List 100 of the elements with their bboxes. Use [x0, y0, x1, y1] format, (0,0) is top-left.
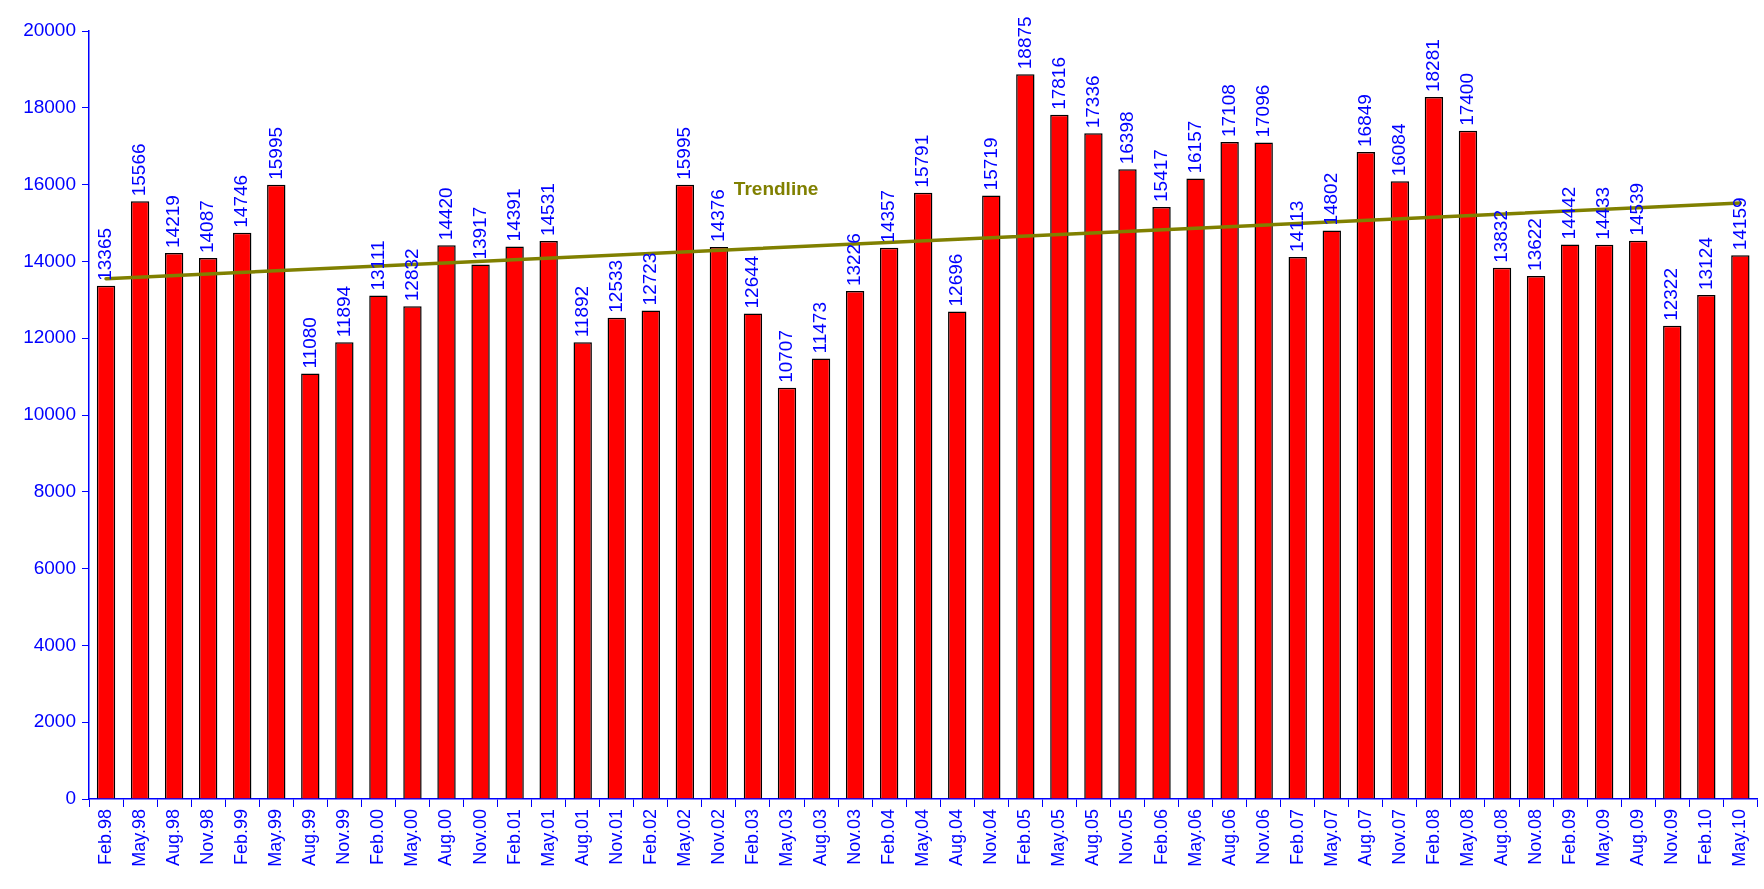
x-tick-label: Aug.08 [1490, 809, 1511, 867]
x-tick-label: Feb.99 [231, 809, 252, 866]
x-tick-label: Aug.00 [435, 809, 456, 867]
x-tick-label: Feb.03 [741, 809, 762, 866]
data-label: 15995 [673, 126, 695, 180]
x-tick-label: Feb.06 [1150, 809, 1171, 866]
data-label: 13226 [843, 233, 865, 287]
x-tick-label: Feb.01 [503, 809, 524, 866]
x-tick-label: Nov.09 [1661, 809, 1682, 865]
data-label: 14113 [1285, 200, 1307, 253]
data-label: 10707 [775, 330, 797, 383]
y-tick-label: 10000 [23, 403, 76, 425]
x-tick-label: May.08 [1456, 809, 1477, 867]
x-tick-label: Aug.06 [1218, 809, 1239, 867]
data-label: 12696 [945, 253, 967, 307]
x-tick-label: Nov.07 [1388, 809, 1409, 865]
data-label: 13832 [1490, 210, 1512, 263]
data-label: 14539 [1626, 182, 1648, 236]
x-tick-label: Aug.09 [1627, 809, 1648, 867]
data-label: 13124 [1694, 236, 1716, 291]
data-label: 14376 [707, 189, 729, 242]
x-tick-label: May.06 [1184, 809, 1205, 867]
data-label: 17400 [1456, 73, 1478, 126]
y-tick-label: 16000 [23, 172, 76, 194]
data-label: 15566 [128, 143, 150, 197]
data-label: 15995 [264, 126, 286, 180]
data-label: 11473 [809, 302, 831, 354]
data-label: 14159 [1728, 197, 1750, 251]
x-tick-label: May.98 [129, 809, 150, 867]
data-label: 14433 [1592, 186, 1614, 240]
data-label: 12322 [1660, 267, 1682, 321]
y-tick-label: 4000 [33, 633, 76, 655]
data-label: 13111 [366, 240, 388, 291]
x-tick-label: Aug.04 [946, 809, 967, 867]
data-label: 14391 [502, 188, 524, 242]
data-label: 18875 [1013, 16, 1035, 70]
x-tick-label: May.05 [1048, 809, 1069, 867]
text: Trendline [733, 177, 819, 199]
x-tick-label: May.00 [401, 809, 422, 867]
data-label: 14420 [434, 187, 456, 241]
x-tick-label: Nov.01 [605, 809, 626, 865]
data-label: 12723 [639, 252, 661, 306]
x-tick-label: May.99 [265, 809, 286, 867]
x-tick-label: Aug.01 [571, 809, 592, 867]
data-label: 12832 [400, 248, 422, 302]
data-label: 14802 [1320, 172, 1342, 226]
x-tick-label: May.09 [1593, 809, 1614, 867]
data-label: 17096 [1251, 84, 1273, 138]
y-tick-label: 8000 [33, 480, 76, 502]
x-tick-label: Nov.98 [197, 809, 218, 865]
data-label: 16849 [1354, 94, 1376, 147]
data-label: 13917 [468, 206, 490, 260]
data-label: 15417 [1149, 149, 1171, 202]
x-tick-label: May.02 [673, 809, 694, 867]
data-label: 18281 [1422, 39, 1444, 93]
x-tick-label: May.01 [537, 809, 558, 867]
x-tick-label: Nov.00 [469, 809, 490, 865]
x-tick-label: Aug.99 [299, 809, 320, 867]
x-tick-label: Aug.07 [1354, 809, 1375, 867]
data-label: 16157 [1183, 120, 1205, 174]
y-tick-label: 0 [65, 787, 76, 809]
data-label: 13622 [1524, 218, 1546, 271]
x-tick-label: Nov.99 [333, 809, 354, 865]
x-tick-label: Feb.09 [1559, 809, 1580, 866]
data-label: 11894 [332, 285, 354, 338]
data-label: 12644 [741, 255, 763, 309]
x-tick-label: May.04 [912, 809, 933, 867]
y-tick-label: 6000 [33, 556, 76, 578]
y-tick-label: 12000 [23, 326, 76, 348]
x-tick-label: Nov.03 [844, 809, 865, 865]
data-label: 17336 [1081, 75, 1103, 129]
data-label: 14357 [877, 189, 899, 243]
data-label: 17108 [1217, 84, 1239, 138]
data-label: 13365 [94, 227, 116, 281]
data-label: 11892 [570, 285, 592, 338]
x-tick-label: Nov.04 [980, 809, 1001, 865]
x-tick-label: Feb.00 [367, 809, 388, 866]
y-tick-label: 2000 [33, 710, 76, 732]
data-label: 14531 [536, 183, 558, 237]
x-tick-label: Feb.04 [878, 809, 899, 866]
data-label: 14219 [162, 195, 184, 248]
data-label: 14746 [230, 174, 252, 228]
data-label: 15791 [911, 134, 933, 188]
y-tick-label: 20000 [23, 19, 76, 41]
data-label: 11080 [298, 317, 320, 369]
x-tick-label: Aug.98 [163, 809, 184, 867]
x-tick-label: May.03 [775, 809, 796, 867]
x-tick-label: Feb.02 [639, 809, 660, 866]
x-tick-label: Feb.05 [1014, 809, 1035, 866]
data-label: 14087 [196, 200, 218, 254]
x-tick-label: Nov.08 [1525, 809, 1546, 865]
x-tick-label: Aug.05 [1082, 809, 1103, 867]
data-label: 14442 [1558, 186, 1580, 240]
x-tick-label: May.07 [1320, 809, 1341, 867]
x-tick-label: Nov.02 [707, 809, 728, 865]
data-label: 12533 [604, 259, 626, 313]
x-tick-label: Feb.98 [94, 809, 115, 866]
data-label: 16084 [1388, 123, 1410, 177]
x-tick-label: Feb.08 [1422, 809, 1443, 866]
x-tick-label: May.10 [1729, 809, 1750, 867]
